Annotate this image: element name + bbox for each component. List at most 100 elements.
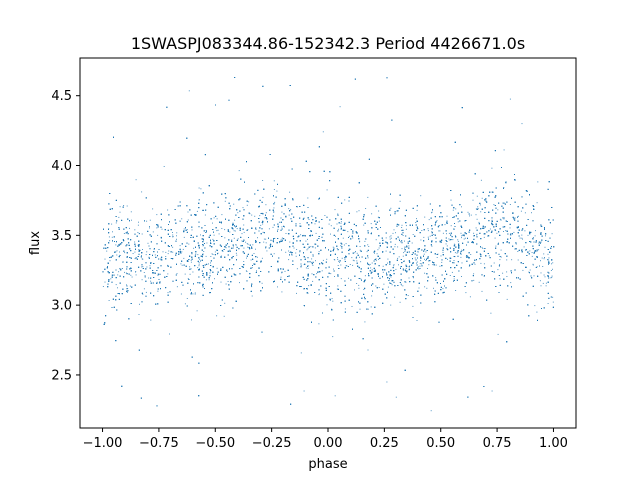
data-point (446, 215, 448, 217)
data-point (547, 303, 549, 304)
data-point (375, 260, 377, 262)
data-point (448, 238, 450, 240)
data-point (126, 205, 128, 207)
data-point (431, 211, 433, 213)
data-point (340, 229, 342, 230)
data-point (428, 219, 430, 221)
data-point (203, 244, 204, 246)
data-point (192, 293, 194, 295)
data-point (421, 230, 423, 231)
data-point (402, 285, 404, 287)
data-point (548, 260, 550, 262)
data-point (368, 246, 370, 247)
data-point (142, 293, 144, 295)
data-point (212, 238, 214, 240)
data-point (375, 239, 377, 241)
data-point (503, 149, 505, 151)
data-point (247, 229, 249, 231)
data-point (231, 239, 233, 241)
data-point (369, 263, 371, 265)
data-point (307, 292, 309, 294)
data-point (148, 277, 150, 279)
data-point (212, 254, 214, 255)
data-point (551, 276, 553, 278)
data-point (385, 237, 387, 239)
data-point (368, 264, 370, 266)
data-point (414, 257, 416, 259)
data-point (263, 238, 265, 240)
data-point (328, 223, 330, 225)
data-point (221, 214, 223, 216)
data-point (262, 180, 264, 181)
data-point (399, 200, 401, 202)
data-point (480, 262, 482, 264)
data-point (247, 243, 249, 245)
data-point (522, 238, 523, 240)
data-point (495, 230, 497, 231)
data-point (273, 189, 275, 190)
data-point (337, 230, 339, 232)
data-point (364, 240, 366, 242)
data-point (187, 278, 189, 280)
data-point (417, 251, 419, 253)
data-point (457, 240, 459, 242)
data-point (115, 284, 117, 286)
data-point (205, 255, 207, 257)
data-point (341, 257, 343, 259)
data-point (149, 226, 150, 227)
data-point (533, 253, 535, 254)
data-point (337, 230, 339, 231)
data-point (303, 234, 305, 236)
data-point (149, 227, 150, 229)
data-point (221, 256, 222, 258)
data-point (308, 285, 310, 287)
data-point (532, 264, 534, 266)
data-point (522, 269, 524, 271)
data-point (513, 231, 515, 233)
data-point (332, 336, 334, 338)
data-point (416, 209, 418, 211)
data-point (442, 232, 444, 234)
data-point (378, 210, 380, 212)
data-point (506, 259, 508, 261)
data-point (262, 221, 264, 223)
data-point (509, 204, 511, 205)
chart-title: 1SWASPJ083344.86-152342.3 Period 4426671… (131, 34, 525, 53)
data-point (296, 249, 298, 250)
data-point (519, 237, 521, 239)
data-point (169, 333, 170, 335)
data-point (129, 285, 131, 287)
data-point (187, 211, 189, 213)
data-point (394, 296, 396, 298)
data-point (311, 258, 313, 260)
data-point (146, 266, 148, 268)
data-point (172, 236, 174, 238)
data-point (431, 245, 433, 247)
data-point (104, 258, 106, 260)
data-point (176, 238, 177, 240)
data-point (108, 300, 110, 301)
data-point (528, 271, 530, 273)
data-point (423, 253, 425, 255)
data-point (531, 212, 532, 214)
data-point (198, 245, 200, 247)
data-point (479, 204, 481, 206)
data-point (540, 260, 541, 262)
data-point (345, 265, 347, 267)
data-point (300, 234, 302, 236)
data-point (517, 226, 519, 227)
data-point (478, 281, 480, 283)
data-point (324, 215, 326, 216)
data-point (461, 235, 463, 237)
data-point (405, 267, 407, 269)
data-point (416, 218, 417, 220)
data-point (390, 235, 392, 237)
data-point (453, 260, 455, 261)
data-point (172, 246, 174, 248)
data-point (481, 290, 483, 292)
data-point (280, 239, 282, 241)
data-point (401, 229, 403, 231)
data-point (461, 206, 462, 208)
data-point (460, 253, 462, 255)
data-point (262, 223, 264, 225)
